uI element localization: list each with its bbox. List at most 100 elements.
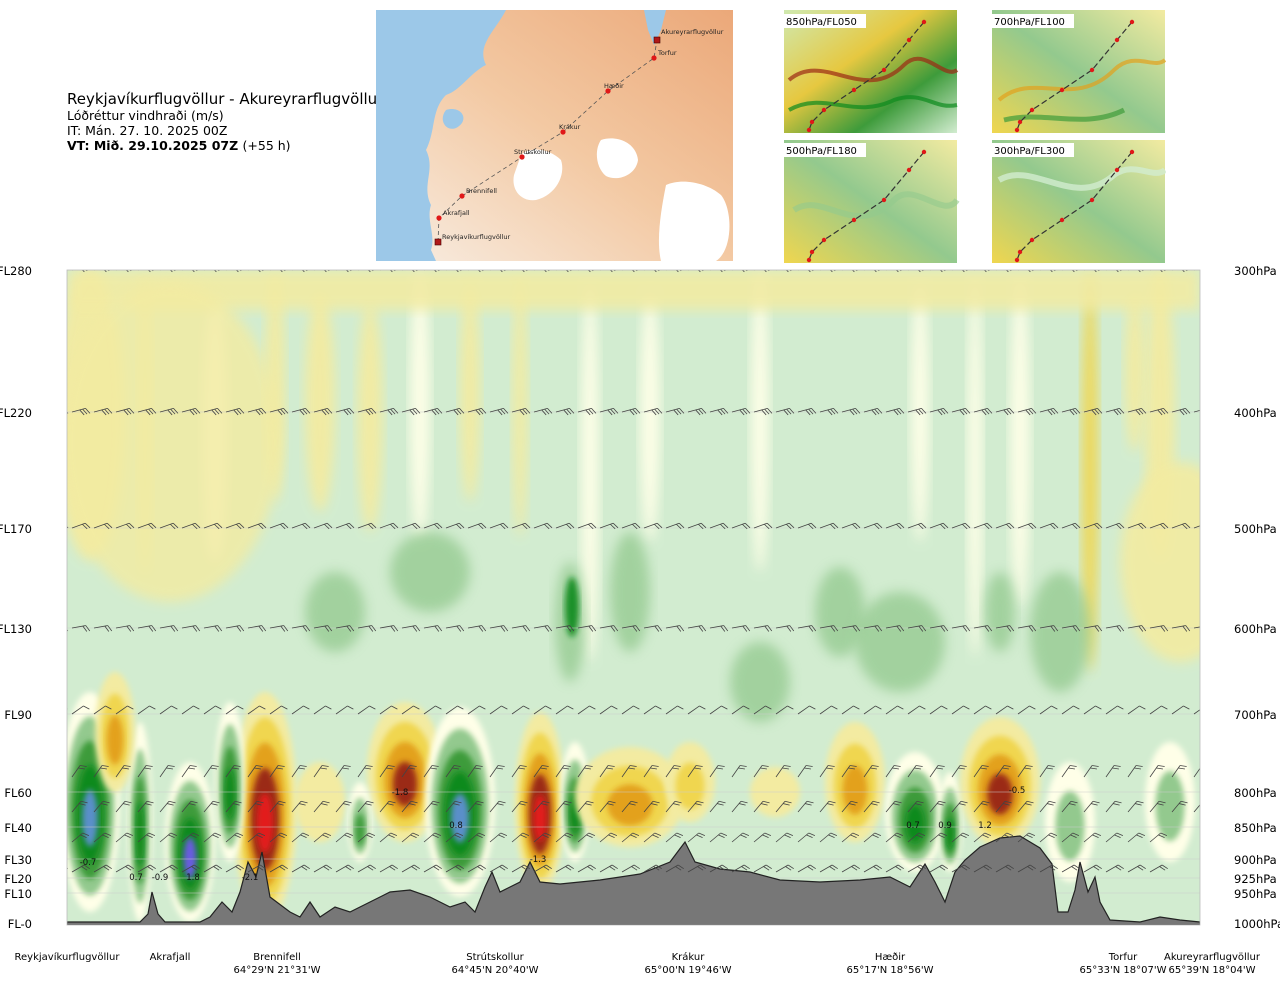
thumbnail-label: 700hPa/FL100 bbox=[994, 17, 1065, 28]
wind-barb bbox=[181, 407, 201, 416]
wind-barb bbox=[731, 625, 751, 632]
downdraft-patch bbox=[985, 572, 1015, 652]
wind-barb bbox=[1171, 625, 1191, 632]
wind-barb bbox=[335, 522, 355, 530]
wind-barb bbox=[1083, 765, 1099, 778]
wind-barb bbox=[445, 705, 464, 715]
wind-barb bbox=[753, 522, 773, 530]
wind-barb bbox=[93, 765, 109, 778]
wind-barb bbox=[1105, 625, 1125, 632]
wind-barb bbox=[797, 522, 817, 530]
y-left-tick-label: FL60 bbox=[4, 786, 32, 800]
field-streak bbox=[512, 277, 528, 537]
wind-barb bbox=[511, 625, 531, 632]
wind-barb bbox=[71, 625, 91, 632]
y-right-tick-label: 500hPa bbox=[1234, 522, 1277, 536]
y-right-tick-label: 850hPa bbox=[1234, 821, 1277, 835]
wind-barb bbox=[1193, 625, 1200, 629]
wind-barb bbox=[1017, 522, 1037, 530]
wind-barb bbox=[511, 832, 530, 843]
wind-barb bbox=[709, 864, 728, 873]
wind-barb bbox=[1127, 705, 1146, 715]
wind-barb bbox=[247, 705, 266, 715]
wind-barb bbox=[533, 800, 550, 813]
wind-barb bbox=[731, 522, 751, 530]
wind-barb bbox=[1061, 705, 1080, 715]
wind-barb bbox=[1171, 705, 1190, 715]
waypoint-label: Akrafjall bbox=[443, 209, 470, 217]
wind-barb bbox=[665, 800, 682, 813]
y-left-tick-label: FL130 bbox=[0, 622, 32, 636]
convective-cell bbox=[295, 762, 345, 842]
wind-barb bbox=[1083, 522, 1103, 530]
wind-barb bbox=[357, 765, 373, 778]
x-station-label: Reykjavíkurflugvöllur bbox=[15, 951, 121, 963]
wind-barb bbox=[621, 625, 641, 632]
convective-cell bbox=[392, 761, 418, 807]
wind-barb bbox=[1105, 800, 1122, 813]
wind-barb bbox=[67, 832, 68, 837]
y-axis-right: 300hPa 400hPa 500hPa 600hPa 700hPa 800hPa 850h… bbox=[1234, 264, 1280, 931]
thumbnail-850[interactable]: 850hPa/FL050 bbox=[784, 10, 959, 133]
wind-barb bbox=[181, 864, 200, 873]
wind-barb bbox=[423, 705, 442, 715]
wind-barb bbox=[841, 765, 857, 778]
wind-barb bbox=[973, 625, 993, 632]
x-station-coord: 65°39'N 18°04'W bbox=[1169, 965, 1256, 976]
contour-label: 0.7 bbox=[129, 873, 143, 883]
wind-barb bbox=[137, 625, 157, 632]
wind-barb bbox=[269, 407, 289, 416]
thumbnail-700[interactable]: 700hPa/FL100 bbox=[992, 10, 1166, 133]
thumbnail-waypoint bbox=[809, 119, 815, 125]
y-left-tick-label: FL10 bbox=[4, 887, 32, 901]
wind-barb bbox=[225, 625, 245, 632]
wind-barb bbox=[709, 522, 729, 530]
wind-barb bbox=[445, 832, 464, 843]
wind-barb bbox=[467, 832, 486, 843]
wind-barb bbox=[951, 800, 968, 813]
wind-barb bbox=[885, 864, 904, 873]
wind-barb bbox=[555, 705, 574, 715]
wind-barb bbox=[467, 625, 487, 632]
wind-barb bbox=[599, 705, 618, 715]
wind-barb bbox=[1127, 864, 1146, 873]
contour-label: -0.5 bbox=[1009, 786, 1026, 796]
wind-barb bbox=[863, 765, 879, 778]
wind-barb bbox=[489, 765, 505, 778]
wind-barb bbox=[1105, 705, 1124, 715]
thumbnail-500[interactable]: 500hPa/FL180 bbox=[784, 140, 960, 263]
wind-barb bbox=[907, 625, 927, 632]
wind-barb bbox=[269, 765, 285, 778]
wind-barb bbox=[995, 705, 1014, 715]
wind-barb bbox=[907, 705, 926, 715]
wind-barb bbox=[951, 407, 971, 416]
wind-barb bbox=[1149, 522, 1169, 530]
lead-time: (+55 h) bbox=[242, 138, 291, 153]
field-streak bbox=[581, 282, 599, 662]
map-glacier-1 bbox=[513, 149, 563, 201]
wind-barb bbox=[71, 832, 90, 843]
wind-barb bbox=[621, 705, 640, 715]
wind-barb bbox=[533, 832, 552, 843]
thumbnail-waypoint bbox=[1114, 167, 1120, 173]
wind-barb bbox=[621, 864, 640, 873]
wind-barb bbox=[225, 705, 244, 715]
thumbnail-300[interactable]: 300hPa/FL300 bbox=[992, 140, 1166, 263]
wind-barb bbox=[841, 864, 860, 873]
valid-time-line: VT: Mið. 29.10.2025 07Z (+55 h) bbox=[67, 138, 387, 154]
wind-barb bbox=[67, 625, 69, 632]
wind-barb bbox=[643, 765, 659, 778]
wind-barb bbox=[489, 800, 506, 813]
wind-barb bbox=[621, 522, 641, 530]
wind-barb bbox=[577, 407, 597, 416]
wind-barb bbox=[203, 407, 223, 416]
wind-barb bbox=[907, 832, 926, 843]
wind-barb bbox=[709, 765, 725, 778]
wind-barb bbox=[907, 407, 927, 416]
map-glacier-2 bbox=[596, 138, 638, 179]
field-streak bbox=[640, 292, 660, 542]
wind-barb bbox=[181, 832, 200, 843]
lower-field bbox=[67, 672, 1195, 922]
wind-barb bbox=[643, 832, 662, 843]
map-sea-north bbox=[644, 10, 666, 45]
